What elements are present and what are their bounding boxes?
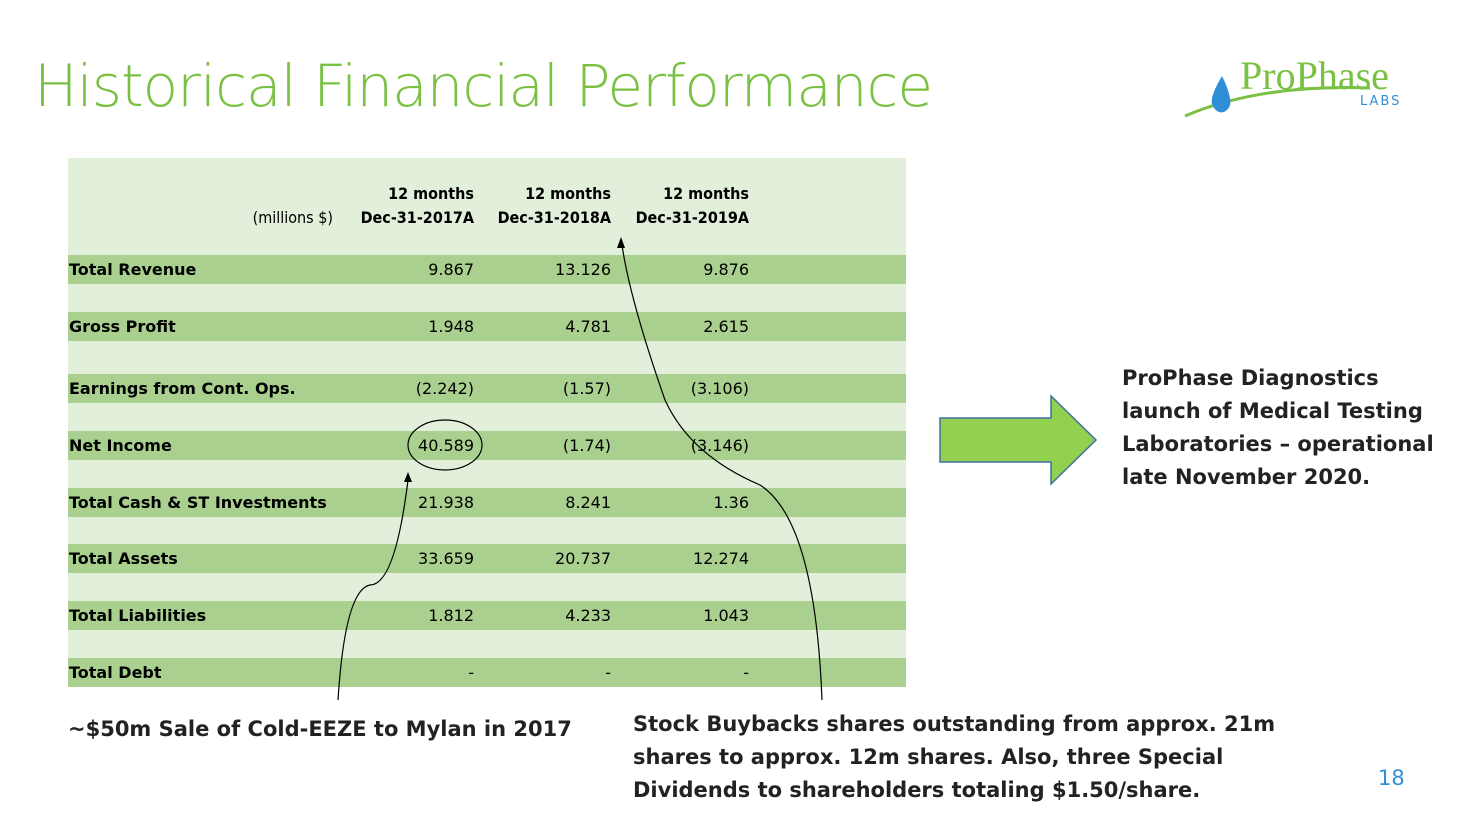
cell-value: 4.781	[565, 317, 611, 336]
cell-value: 12.274	[693, 549, 749, 568]
cell-value: 1.948	[428, 317, 474, 336]
row-label: Total Revenue	[69, 260, 197, 279]
cell-value: 20.737	[555, 549, 611, 568]
table-row: Net Income 40.589 (1.74) (3.146)	[68, 431, 906, 460]
page-number: 18	[1378, 766, 1405, 790]
diagnostics-callout: ProPhase Diagnostics launch of Medical T…	[1122, 366, 1434, 489]
row-label: Gross Profit	[69, 317, 176, 336]
prophase-logo: ProPhase LABS	[1180, 53, 1420, 126]
cell-value: (1.74)	[562, 436, 611, 455]
cell-value: 21.938	[418, 493, 474, 512]
table-row: Total Debt - - -	[68, 658, 906, 687]
financial-table: (millions $) 12 months Dec-31-2017A 12 mo…	[68, 158, 906, 687]
cell-value: 9.876	[703, 260, 749, 279]
row-label: Earnings from Cont. Ops.	[69, 379, 296, 398]
net-income-circle	[407, 419, 483, 471]
logo-subtext: LABS	[1360, 94, 1402, 109]
note-cold-eeze-sale: ~$50m Sale of Cold-EEZE to Mylan in 2017	[68, 717, 572, 741]
table-row: Total Assets 33.659 20.737 12.274	[68, 544, 906, 573]
table-row: Total Revenue 9.867 13.126 9.876	[68, 255, 906, 284]
cell-value: (1.57)	[562, 379, 611, 398]
cell-value: -	[605, 663, 611, 682]
left-connector-arrow	[337, 479, 409, 701]
table-row: Total Liabilities 1.812 4.233 1.043	[68, 601, 906, 630]
cell-value: 9.867	[428, 260, 474, 279]
cell-value: (2.242)	[415, 379, 474, 398]
table-row: Total Cash & ST Investments 21.938 8.241 1.…	[68, 488, 906, 517]
table-row: Earnings from Cont. Ops. (2.242) (1.57) (3.…	[68, 374, 906, 403]
cell-value: -	[468, 663, 474, 682]
row-label: Total Assets	[69, 549, 178, 568]
cell-value: -	[743, 663, 749, 682]
note-stock-buybacks: Stock Buybacks shares outstanding from a…	[633, 712, 1276, 802]
row-label: Total Liabilities	[69, 606, 207, 625]
cell-value: 40.589	[418, 436, 474, 455]
logo-text: ProPhase	[1240, 53, 1389, 98]
row-label: Total Cash & ST Investments	[69, 493, 327, 512]
cell-value: 1.812	[428, 606, 474, 625]
cell-value: 33.659	[418, 549, 474, 568]
page-title: Historical Financial Performance	[34, 52, 933, 120]
right-connector-arrow	[621, 244, 823, 701]
cell-value: 2.615	[703, 317, 749, 336]
cell-value: 1.043	[703, 606, 749, 625]
cell-value: 1.36	[713, 493, 749, 512]
cell-value: 13.126	[555, 260, 611, 279]
right-arrow-icon	[939, 394, 1098, 486]
row-label: Total Debt	[69, 663, 162, 682]
water-drop-icon	[1184, 76, 1371, 118]
table-row: Gross Profit 1.948 4.781 2.615	[68, 312, 906, 341]
cell-value: (3.106)	[690, 379, 749, 398]
column-header: 12 months Dec-31-2018A	[497, 184, 611, 227]
column-header: 12 months Dec-31-2017A	[360, 184, 474, 227]
cell-value: 4.233	[565, 606, 611, 625]
row-label: Net Income	[69, 436, 172, 455]
cell-value: 8.241	[565, 493, 611, 512]
column-header: 12 months Dec-31-2019A	[635, 184, 749, 227]
unit-label: (millions $)	[252, 208, 333, 227]
cell-value: (3.146)	[690, 436, 749, 455]
